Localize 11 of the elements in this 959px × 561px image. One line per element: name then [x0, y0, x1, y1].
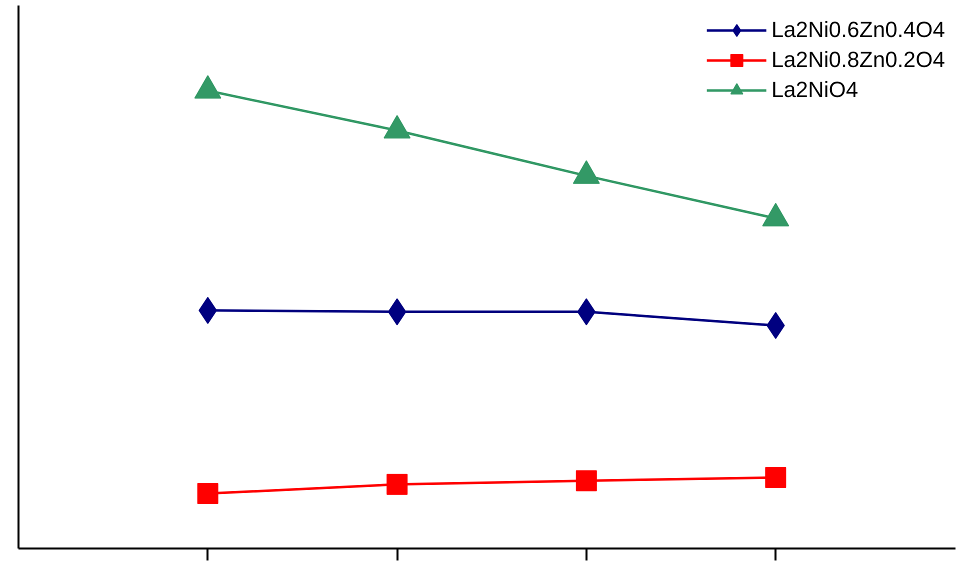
point — [572, 160, 600, 184]
point — [386, 474, 408, 495]
point — [762, 202, 790, 226]
point — [197, 483, 218, 504]
legend-label: La2NiO4 — [771, 77, 858, 103]
legend-label: La2Ni0.8Zn0.2O4 — [771, 47, 945, 73]
point — [576, 470, 597, 492]
legend-label: La2Ni0.6Zn0.4O4 — [771, 17, 945, 43]
point — [194, 75, 222, 99]
point — [384, 114, 411, 138]
point — [765, 467, 786, 488]
